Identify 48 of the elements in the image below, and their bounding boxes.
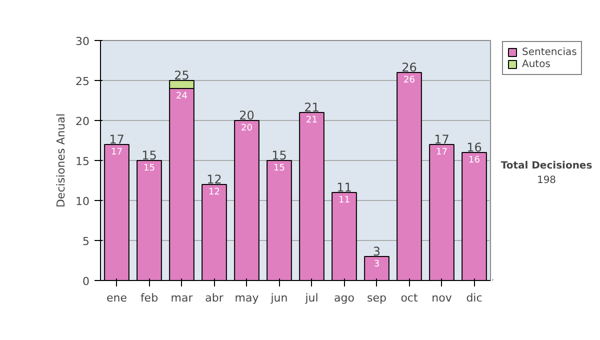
y-tick-label: 0 xyxy=(82,275,90,288)
x-tick-label: jul xyxy=(304,292,318,304)
x-tick-label: ago xyxy=(334,292,355,304)
data-label: 26 xyxy=(404,76,416,86)
data-label: 21 xyxy=(306,116,318,126)
total-label: 17 xyxy=(434,132,450,146)
total-label: 11 xyxy=(336,180,352,194)
x-tick-label: dic xyxy=(466,292,482,304)
data-label: 11 xyxy=(338,196,350,206)
y-tick-label: 5 xyxy=(82,235,90,248)
x-tick-label: mar xyxy=(170,292,194,304)
data-label: 12 xyxy=(208,188,220,198)
text: 198 xyxy=(536,174,556,186)
y-axis-title: Decisiones Anual xyxy=(54,113,68,208)
x-tick-label: feb xyxy=(140,292,158,304)
total-label: 12 xyxy=(206,172,222,186)
total-label: 17 xyxy=(109,132,124,146)
total-label: 21 xyxy=(304,100,320,114)
data-label: 20 xyxy=(241,124,253,134)
total-label: 15 xyxy=(142,148,157,162)
data-label: 15 xyxy=(274,164,285,174)
x-tick-label: oct xyxy=(400,292,418,304)
total-label: 25 xyxy=(174,68,190,82)
data-label: 15 xyxy=(144,164,155,174)
y-tick-label: 15 xyxy=(76,155,90,168)
x-tick-label: jun xyxy=(270,292,288,304)
y-tick-label: 30 xyxy=(76,35,90,48)
data-label: 17 xyxy=(436,148,448,158)
x-tick-label: may xyxy=(234,292,260,304)
y-tick-label: 20 xyxy=(76,115,90,128)
x-tick-label: nov xyxy=(432,292,452,304)
total-label: 26 xyxy=(402,60,417,74)
data-label: 17 xyxy=(111,148,122,158)
data-label: 16 xyxy=(468,156,480,166)
legend-label: Sentencias xyxy=(522,46,577,58)
x-tick-label: abr xyxy=(205,292,224,304)
total-label: 15 xyxy=(272,148,287,162)
total-label: 3 xyxy=(372,244,381,258)
y-tick-label: 10 xyxy=(76,195,90,208)
data-label: 3 xyxy=(374,260,380,270)
total-label: 16 xyxy=(466,140,482,154)
text: Total Decisiones xyxy=(500,160,592,172)
y-tick-label: 25 xyxy=(76,75,90,88)
data-label: 24 xyxy=(176,92,188,102)
x-tick-label: sep xyxy=(367,292,387,304)
total-label: 20 xyxy=(239,108,254,122)
x-tick-label: ene xyxy=(106,292,128,304)
legend-label: Autos xyxy=(522,58,550,70)
